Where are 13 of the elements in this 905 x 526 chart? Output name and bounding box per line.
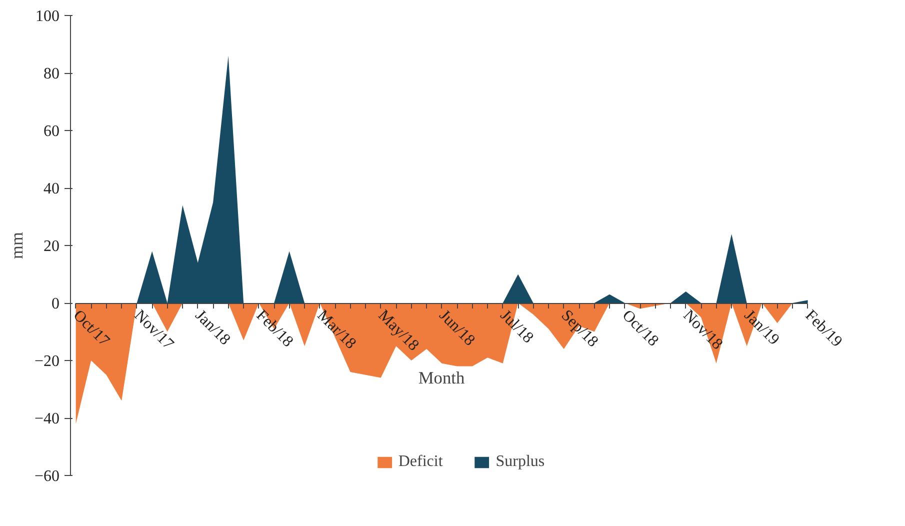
- y-tick-label: 100: [36, 8, 60, 25]
- y-tick-label: 60: [44, 123, 60, 140]
- y-tick-label: 40: [44, 180, 60, 198]
- y-tick-label: −40: [34, 410, 60, 428]
- y-tick-label: 20: [44, 238, 60, 255]
- y-axis-title: mm: [7, 232, 26, 259]
- y-tick-label: 80: [44, 66, 60, 82]
- y-tick-label: −20: [34, 353, 60, 370]
- y-tick-label: −60: [34, 468, 60, 485]
- legend-label: Surplus: [496, 453, 545, 471]
- legend-label: Deficit: [398, 453, 443, 471]
- x-axis-title: Month: [418, 368, 465, 388]
- y-tick-label: 0: [52, 296, 60, 312]
